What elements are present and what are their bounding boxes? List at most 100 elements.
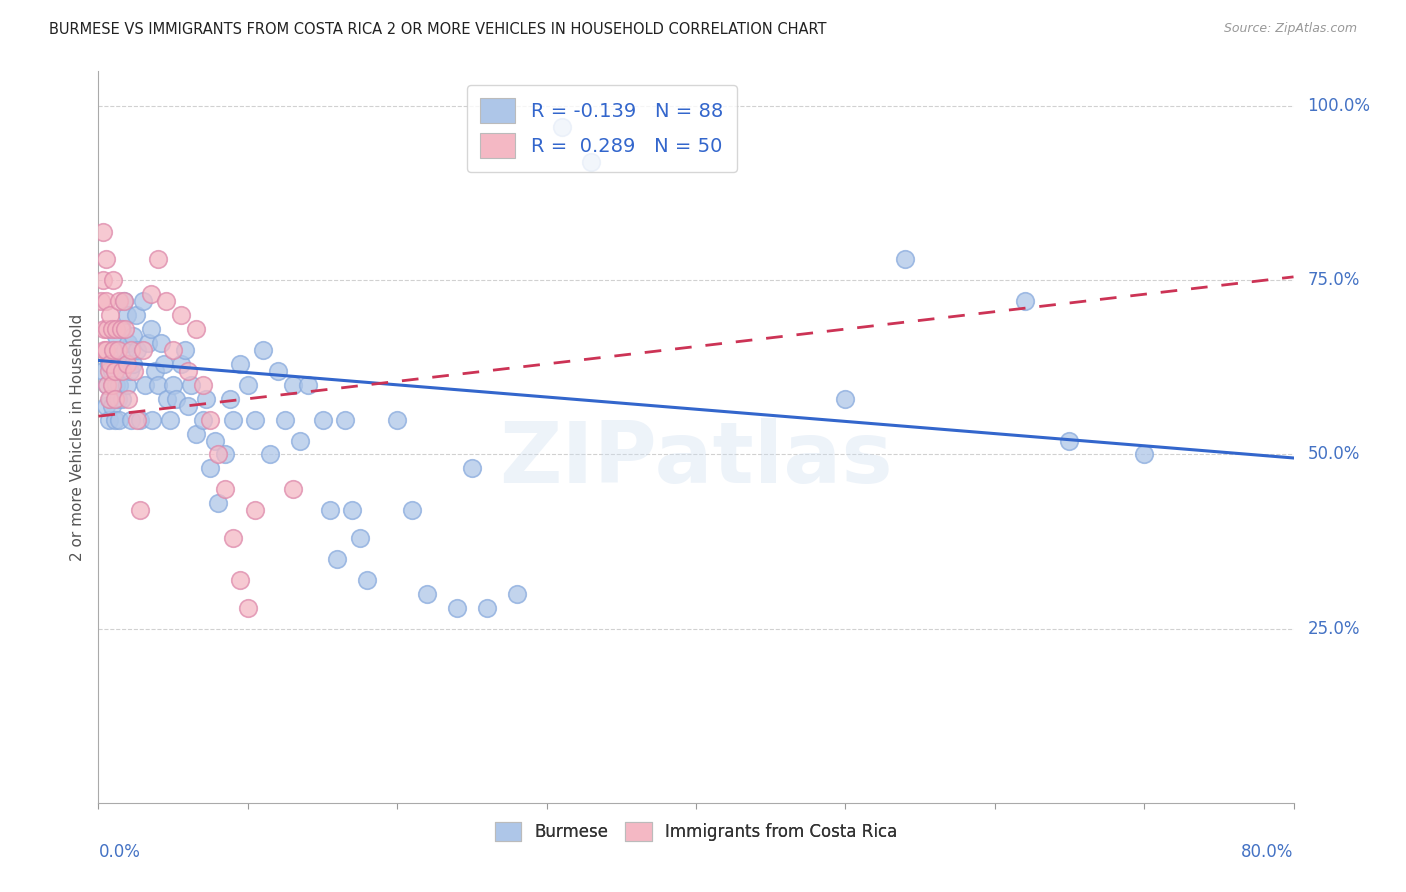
- Point: [93, 322, 115, 336]
- Point: [200, 412, 222, 426]
- Point: [91, 364, 114, 378]
- Point: [114, 343, 136, 357]
- Point: [191, 377, 214, 392]
- Point: [446, 600, 468, 615]
- Point: [114, 322, 136, 336]
- Point: [117, 392, 139, 406]
- Y-axis label: 2 or more Vehicles in Household: 2 or more Vehicles in Household: [70, 313, 86, 561]
- Point: [200, 461, 222, 475]
- Text: 80.0%: 80.0%: [1241, 843, 1294, 861]
- Text: 25.0%: 25.0%: [1308, 620, 1360, 638]
- Point: [127, 412, 149, 426]
- Point: [1133, 448, 1156, 462]
- Point: [94, 252, 117, 267]
- Point: [150, 336, 173, 351]
- Point: [112, 294, 135, 309]
- Point: [139, 287, 162, 301]
- Point: [132, 343, 155, 357]
- Point: [416, 587, 439, 601]
- Point: [581, 155, 603, 169]
- Point: [118, 364, 141, 378]
- Point: [229, 357, 252, 371]
- Point: [108, 377, 131, 392]
- Point: [219, 392, 242, 406]
- Point: [101, 399, 124, 413]
- Point: [120, 412, 142, 426]
- Point: [104, 364, 127, 378]
- Point: [97, 364, 120, 378]
- Point: [94, 399, 117, 413]
- Point: [125, 308, 148, 322]
- Point: [401, 503, 423, 517]
- Point: [834, 392, 856, 406]
- Point: [1014, 294, 1036, 309]
- Point: [97, 412, 120, 426]
- Point: [281, 483, 304, 497]
- Point: [245, 412, 267, 426]
- Point: [214, 483, 236, 497]
- Point: [236, 377, 259, 392]
- Point: [162, 343, 184, 357]
- Text: 50.0%: 50.0%: [1308, 445, 1360, 464]
- Point: [288, 434, 311, 448]
- Point: [184, 426, 207, 441]
- Point: [148, 377, 170, 392]
- Point: [110, 357, 132, 371]
- Point: [311, 412, 333, 426]
- Point: [91, 225, 114, 239]
- Point: [94, 294, 117, 309]
- Point: [195, 392, 218, 406]
- Point: [165, 392, 187, 406]
- Point: [236, 600, 259, 615]
- Point: [101, 377, 124, 392]
- Point: [115, 377, 138, 392]
- Point: [105, 377, 128, 392]
- Point: [319, 503, 342, 517]
- Point: [101, 364, 124, 378]
- Point: [111, 364, 134, 378]
- Point: [104, 412, 127, 426]
- Point: [93, 343, 115, 357]
- Point: [177, 399, 200, 413]
- Point: [153, 357, 176, 371]
- Point: [120, 343, 142, 357]
- Point: [129, 503, 152, 517]
- Point: [222, 531, 245, 545]
- Point: [136, 336, 159, 351]
- Point: [90, 294, 112, 309]
- Point: [180, 377, 202, 392]
- Text: 100.0%: 100.0%: [1308, 97, 1371, 115]
- Point: [115, 357, 138, 371]
- Point: [281, 377, 304, 392]
- Point: [110, 322, 132, 336]
- Point: [475, 600, 498, 615]
- Point: [156, 392, 179, 406]
- Point: [111, 322, 134, 336]
- Point: [356, 573, 378, 587]
- Point: [91, 273, 114, 287]
- Point: [96, 377, 118, 392]
- Point: [184, 322, 207, 336]
- Point: [333, 412, 356, 426]
- Point: [155, 294, 177, 309]
- Point: [148, 252, 170, 267]
- Point: [204, 434, 226, 448]
- Point: [105, 322, 128, 336]
- Point: [141, 412, 163, 426]
- Point: [121, 357, 143, 371]
- Point: [124, 364, 146, 378]
- Point: [111, 392, 134, 406]
- Text: 75.0%: 75.0%: [1308, 271, 1360, 289]
- Point: [98, 308, 122, 322]
- Point: [159, 412, 181, 426]
- Point: [550, 120, 572, 134]
- Point: [107, 392, 129, 406]
- Point: [222, 412, 245, 426]
- Point: [252, 343, 274, 357]
- Point: [134, 377, 156, 392]
- Point: [112, 294, 135, 309]
- Point: [103, 273, 125, 287]
- Point: [101, 322, 124, 336]
- Point: [174, 343, 197, 357]
- Point: [107, 357, 129, 371]
